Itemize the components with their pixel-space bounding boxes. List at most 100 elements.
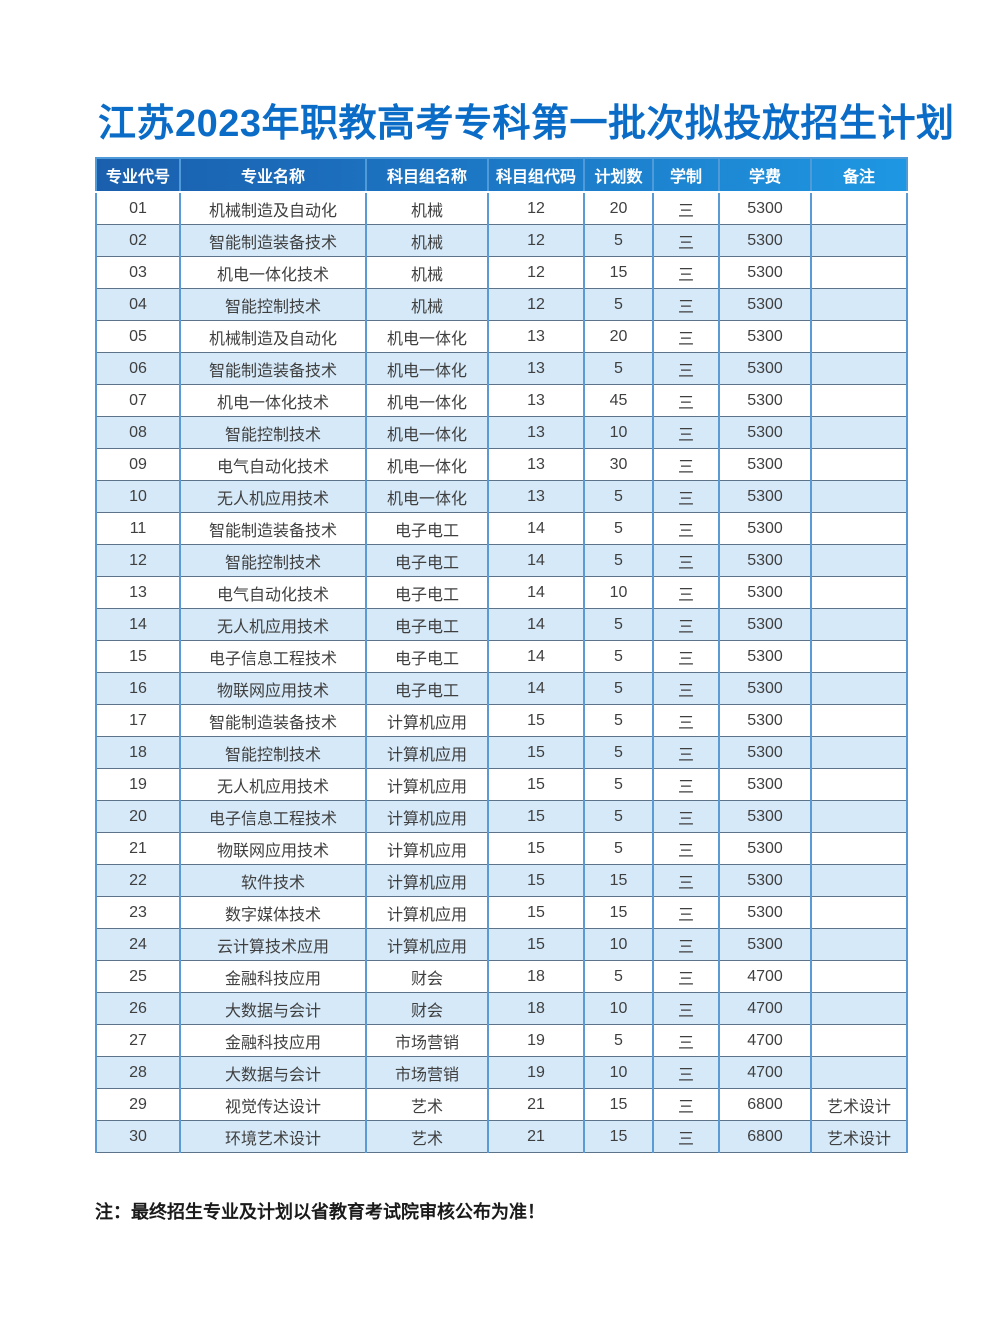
cell-remarks	[810, 256, 908, 289]
cell-subject-group-name: 机电一体化	[365, 320, 489, 353]
footer-note: 注：最终招生专业及计划以省教育考试院审核公布为准！	[95, 1202, 545, 1222]
cell-plan-count: 15	[583, 1120, 654, 1153]
cell-tuition: 5300	[718, 672, 812, 705]
column-header-subject-group-code: 科目组代码	[487, 157, 585, 193]
cell-subject-group-code: 12	[487, 288, 585, 321]
table-row: 08 智能控制技术 机电一体化 13 10 三 5300	[95, 416, 908, 449]
table-row: 15 电子信息工程技术 电子电工 14 5 三 5300	[95, 640, 908, 673]
cell-plan-count: 5	[583, 736, 654, 769]
cell-major-code: 17	[95, 704, 181, 737]
cell-major-code: 22	[95, 864, 181, 897]
cell-subject-group-name: 计算机应用	[365, 896, 489, 929]
cell-subject-group-code: 12	[487, 224, 585, 257]
cell-remarks: 艺术设计	[810, 1088, 908, 1121]
cell-remarks	[810, 736, 908, 769]
cell-major-name: 云计算技术应用	[179, 928, 367, 961]
cell-major-name: 物联网应用技术	[179, 672, 367, 705]
table-row: 21 物联网应用技术 计算机应用 15 5 三 5300	[95, 832, 908, 865]
table-row: 17 智能制造装备技术 计算机应用 15 5 三 5300	[95, 704, 908, 737]
cell-schooling-years: 三	[652, 448, 720, 481]
cell-subject-group-name: 计算机应用	[365, 928, 489, 961]
cell-major-code: 09	[95, 448, 181, 481]
cell-subject-group-code: 15	[487, 832, 585, 865]
cell-subject-group-code: 15	[487, 896, 585, 929]
cell-major-name: 无人机应用技术	[179, 768, 367, 801]
cell-subject-group-code: 21	[487, 1088, 585, 1121]
cell-schooling-years: 三	[652, 608, 720, 641]
cell-major-code: 10	[95, 480, 181, 513]
cell-plan-count: 5	[583, 288, 654, 321]
cell-tuition: 5300	[718, 544, 812, 577]
cell-subject-group-name: 艺术	[365, 1088, 489, 1121]
cell-subject-group-code: 14	[487, 512, 585, 545]
cell-tuition: 4700	[718, 1024, 812, 1057]
cell-schooling-years: 三	[652, 1056, 720, 1089]
cell-subject-group-name: 机电一体化	[365, 480, 489, 513]
cell-subject-group-name: 电子电工	[365, 608, 489, 641]
cell-major-code: 12	[95, 544, 181, 577]
cell-major-name: 智能控制技术	[179, 544, 367, 577]
cell-subject-group-name: 计算机应用	[365, 800, 489, 833]
cell-tuition: 5300	[718, 608, 812, 641]
cell-remarks	[810, 544, 908, 577]
cell-remarks	[810, 832, 908, 865]
cell-subject-group-code: 13	[487, 384, 585, 417]
cell-subject-group-code: 14	[487, 576, 585, 609]
cell-major-code: 28	[95, 1056, 181, 1089]
cell-major-name: 机械制造及自动化	[179, 320, 367, 353]
cell-schooling-years: 三	[652, 1088, 720, 1121]
table-header: 专业代号 专业名称 科目组名称 科目组代码 计划数 学制 学费 备注	[95, 157, 908, 193]
cell-schooling-years: 三	[652, 384, 720, 417]
cell-plan-count: 5	[583, 640, 654, 673]
cell-tuition: 4700	[718, 960, 812, 993]
cell-major-name: 无人机应用技术	[179, 480, 367, 513]
cell-subject-group-name: 机电一体化	[365, 416, 489, 449]
cell-subject-group-code: 18	[487, 992, 585, 1025]
table-row: 05 机械制造及自动化 机电一体化 13 20 三 5300	[95, 320, 908, 353]
cell-schooling-years: 三	[652, 896, 720, 929]
cell-schooling-years: 三	[652, 576, 720, 609]
cell-remarks	[810, 320, 908, 353]
cell-remarks	[810, 1056, 908, 1089]
cell-remarks	[810, 864, 908, 897]
column-header-remarks: 备注	[810, 157, 908, 193]
cell-major-name: 电气自动化技术	[179, 576, 367, 609]
cell-subject-group-code: 15	[487, 768, 585, 801]
cell-schooling-years: 三	[652, 672, 720, 705]
cell-major-name: 电子信息工程技术	[179, 640, 367, 673]
cell-schooling-years: 三	[652, 1024, 720, 1057]
cell-schooling-years: 三	[652, 256, 720, 289]
cell-subject-group-name: 市场营销	[365, 1024, 489, 1057]
cell-remarks	[810, 704, 908, 737]
cell-schooling-years: 三	[652, 928, 720, 961]
cell-tuition: 5300	[718, 191, 812, 225]
table-row: 12 智能控制技术 电子电工 14 5 三 5300	[95, 544, 908, 577]
cell-subject-group-code: 12	[487, 256, 585, 289]
cell-remarks	[810, 416, 908, 449]
cell-subject-group-name: 财会	[365, 960, 489, 993]
cell-major-code: 24	[95, 928, 181, 961]
cell-major-code: 11	[95, 512, 181, 545]
cell-subject-group-name: 计算机应用	[365, 768, 489, 801]
cell-plan-count: 5	[583, 352, 654, 385]
cell-major-code: 08	[95, 416, 181, 449]
cell-plan-count: 5	[583, 224, 654, 257]
cell-subject-group-name: 电子电工	[365, 544, 489, 577]
table-row: 09 电气自动化技术 机电一体化 13 30 三 5300	[95, 448, 908, 481]
cell-major-code: 26	[95, 992, 181, 1025]
cell-remarks	[810, 768, 908, 801]
cell-major-name: 机械制造及自动化	[179, 191, 367, 225]
cell-major-code: 27	[95, 1024, 181, 1057]
cell-major-code: 30	[95, 1120, 181, 1153]
cell-major-name: 机电一体化技术	[179, 256, 367, 289]
cell-remarks	[810, 896, 908, 929]
cell-remarks	[810, 352, 908, 385]
cell-remarks	[810, 480, 908, 513]
cell-major-name: 无人机应用技术	[179, 608, 367, 641]
cell-plan-count: 5	[583, 800, 654, 833]
cell-remarks	[810, 191, 908, 225]
cell-plan-count: 5	[583, 768, 654, 801]
cell-major-name: 智能制造装备技术	[179, 512, 367, 545]
cell-tuition: 5300	[718, 256, 812, 289]
